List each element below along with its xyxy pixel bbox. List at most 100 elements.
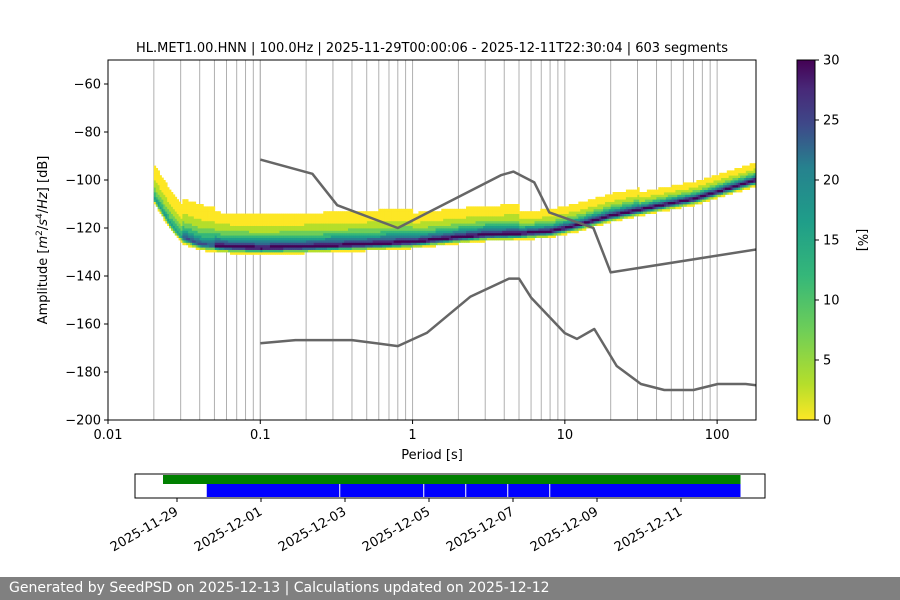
heatmap-cell — [382, 216, 385, 219]
heatmap-cell — [159, 206, 162, 210]
heatmap-cell — [568, 228, 572, 231]
heatmap-cell — [323, 237, 326, 241]
heatmap-cell — [386, 244, 389, 248]
heatmap-cell — [625, 204, 629, 207]
heatmap-cell — [334, 225, 337, 229]
heatmap-cell — [439, 242, 442, 246]
heatmap-cell — [576, 216, 579, 219]
heatmap-cell — [336, 232, 339, 236]
heatmap-cell — [302, 216, 305, 219]
heatmap-cell — [662, 196, 665, 200]
heatmap-cell — [153, 187, 157, 190]
heatmap-cell — [243, 218, 246, 222]
heatmap-cell — [452, 242, 455, 246]
heatmap-cell — [608, 201, 612, 205]
heatmap-cell — [551, 216, 554, 219]
heatmap-cell — [327, 232, 330, 236]
heatmap-cell — [319, 225, 322, 229]
heatmap-cell — [553, 223, 556, 226]
heatmap-cell — [709, 180, 712, 183]
heatmap-cell — [235, 228, 238, 231]
heatmap-cell — [505, 220, 509, 224]
heatmap-cell — [355, 228, 358, 231]
heatmap-cell — [618, 196, 621, 200]
heatmap-cell — [256, 216, 259, 219]
heatmap-cell — [553, 235, 556, 238]
heatmap-cell — [608, 218, 612, 222]
heatmap-cell — [433, 237, 436, 241]
heatmap-cell — [654, 211, 657, 214]
heatmap-cell — [549, 208, 553, 212]
heatmap-cell — [389, 237, 393, 241]
heatmap-cell — [372, 237, 376, 241]
heatmap-cell — [184, 228, 187, 231]
heatmap-cell — [715, 187, 718, 190]
heatmap-cell — [532, 220, 535, 224]
heatmap-cell — [207, 228, 210, 231]
heatmap-cell — [458, 208, 461, 212]
heatmap-cell — [374, 223, 377, 226]
heatmap-cell — [570, 206, 574, 210]
heatmap-cell — [426, 218, 429, 222]
heatmap-cell — [311, 244, 315, 248]
heatmap-cell — [443, 235, 446, 238]
heatmap-cell — [332, 235, 336, 238]
heatmap-cell — [207, 225, 210, 229]
heatmap-cell — [439, 218, 442, 222]
heatmap-cell — [401, 208, 404, 212]
y-axis-ticks: −200−180−160−140−120−100−80−60 — [65, 78, 108, 429]
heatmap-cell — [277, 235, 280, 238]
heatmap-cell — [386, 211, 389, 214]
heatmap-cell — [389, 208, 393, 212]
heatmap-cell — [361, 240, 364, 243]
heatmap-cell — [327, 213, 330, 217]
heatmap-cell — [422, 216, 425, 219]
heatmap-cell — [603, 196, 606, 200]
heatmap-cell — [563, 213, 566, 217]
heatmap-cell — [637, 199, 640, 202]
heatmap-cell — [193, 201, 197, 205]
heatmap-cell — [222, 220, 225, 224]
heatmap-cell — [469, 240, 473, 243]
heatmap-cell — [395, 232, 398, 236]
heatmap-cell — [656, 206, 659, 210]
heatmap-cell — [576, 206, 579, 210]
heatmap-cell — [648, 199, 652, 202]
heatmap-cell — [580, 201, 583, 205]
heatmap-cell — [646, 189, 650, 193]
heatmap-cell — [456, 220, 459, 224]
heatmap-cell — [420, 235, 423, 238]
heatmap-cell — [728, 192, 732, 195]
heatmap-cell — [618, 213, 621, 217]
heatmap-cell — [549, 213, 553, 217]
heatmap-cell — [287, 252, 290, 255]
heatmap-cell — [224, 213, 227, 217]
heatmap-cell — [429, 232, 433, 236]
heatmap-cell — [559, 218, 562, 222]
heatmap-cell — [182, 218, 185, 222]
heatmap-cell — [332, 220, 336, 224]
heatmap-cell — [684, 204, 688, 207]
heatmap-cell — [207, 232, 210, 236]
heatmap-cell — [258, 242, 261, 246]
heatmap-cell — [393, 244, 396, 248]
heatmap-cell — [663, 199, 667, 202]
heatmap-cell — [336, 230, 339, 234]
heatmap-cell — [599, 199, 602, 202]
heatmap-cell — [212, 228, 216, 231]
heatmap-cell — [226, 247, 229, 250]
heatmap-cell — [241, 242, 244, 246]
heatmap-cell — [665, 189, 669, 193]
heatmap-cell — [477, 216, 480, 219]
heatmap-cell — [620, 211, 623, 214]
heatmap-cell — [317, 213, 320, 217]
heatmap-cell — [268, 232, 271, 236]
heatmap-cell — [245, 232, 248, 236]
heatmap-cell — [551, 208, 554, 212]
heatmap-cell — [458, 211, 461, 214]
heatmap-cell — [367, 244, 370, 248]
heatmap-cell — [355, 225, 358, 229]
heatmap-cell — [266, 232, 269, 236]
heatmap-cell — [229, 228, 233, 231]
heatmap-cell — [172, 196, 176, 200]
